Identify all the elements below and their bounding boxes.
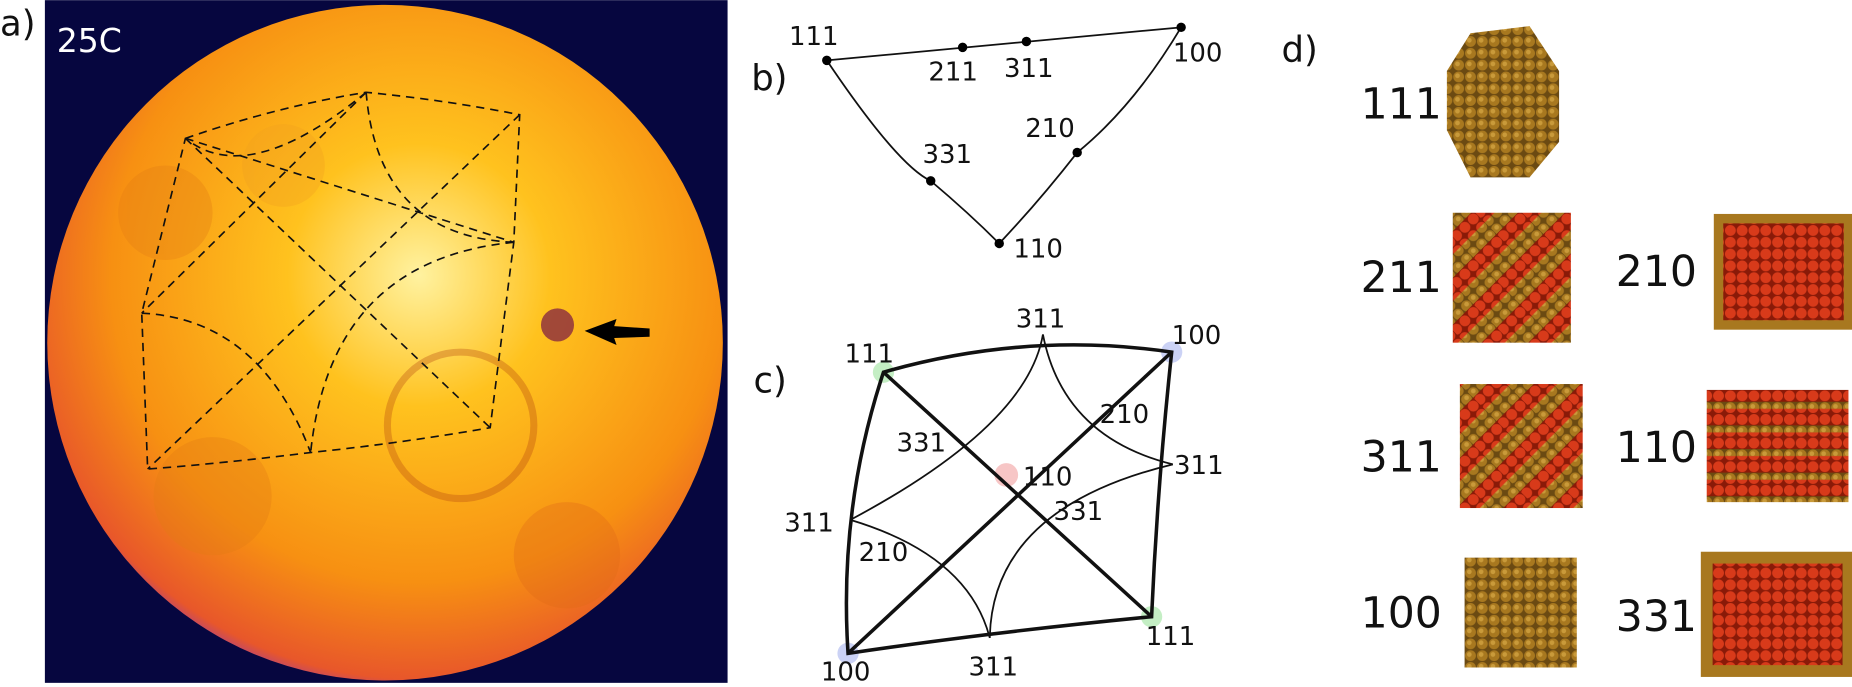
pole-label: 100 <box>1172 321 1222 351</box>
pole-label: 210 <box>859 538 909 568</box>
pole-label: 111 <box>1146 622 1196 652</box>
panel-label: c) <box>754 360 787 401</box>
arrow <box>584 319 650 346</box>
triangle-points <box>822 22 1186 249</box>
cluster-210 <box>1713 213 1852 330</box>
cluster-311 <box>1459 384 1583 509</box>
diffraction-image <box>47 4 723 681</box>
cluster-331 <box>1700 551 1852 677</box>
panel-label: b) <box>751 58 787 99</box>
pole-label: 110 <box>1023 463 1073 493</box>
cluster-110 <box>1706 389 1849 503</box>
facet-label: 311 <box>1361 433 1442 482</box>
point-label: 110 <box>1013 235 1063 265</box>
projection-net <box>844 334 1174 656</box>
point-label: 211 <box>928 57 978 87</box>
point-label: 331 <box>922 140 972 170</box>
defect <box>540 308 575 342</box>
image-texture <box>118 124 621 609</box>
pole-label: 311 <box>784 509 834 539</box>
facet-label: 111 <box>1361 80 1442 129</box>
facet-label: 331 <box>1616 593 1697 642</box>
pole-label: 311 <box>969 653 1019 683</box>
point-label: 210 <box>1025 114 1075 144</box>
facet-label: 211 <box>1361 254 1442 303</box>
pole-label: 210 <box>1100 400 1150 430</box>
facet-label: 210 <box>1616 248 1697 297</box>
pole-label: 311 <box>1174 451 1224 481</box>
cluster-111 <box>1446 26 1560 178</box>
cluster-100 <box>1464 557 1577 668</box>
pole-label: 100 <box>821 657 871 683</box>
point-label: 100 <box>1173 39 1223 69</box>
point-label: 111 <box>789 22 839 52</box>
panel-label: a) <box>0 4 36 45</box>
point-label: 311 <box>1004 54 1054 84</box>
facet-label: 110 <box>1616 424 1697 473</box>
pole-label: 311 <box>1016 304 1066 334</box>
facet-label: 100 <box>1361 589 1442 638</box>
pole-label: 331 <box>896 428 946 458</box>
temperature-label: 25C <box>57 21 122 60</box>
panel-label: d) <box>1282 30 1318 71</box>
cluster-211 <box>1452 212 1571 343</box>
pole-label: 331 <box>1054 497 1104 527</box>
pole-label: 111 <box>845 340 895 370</box>
dashed-net <box>140 91 521 470</box>
